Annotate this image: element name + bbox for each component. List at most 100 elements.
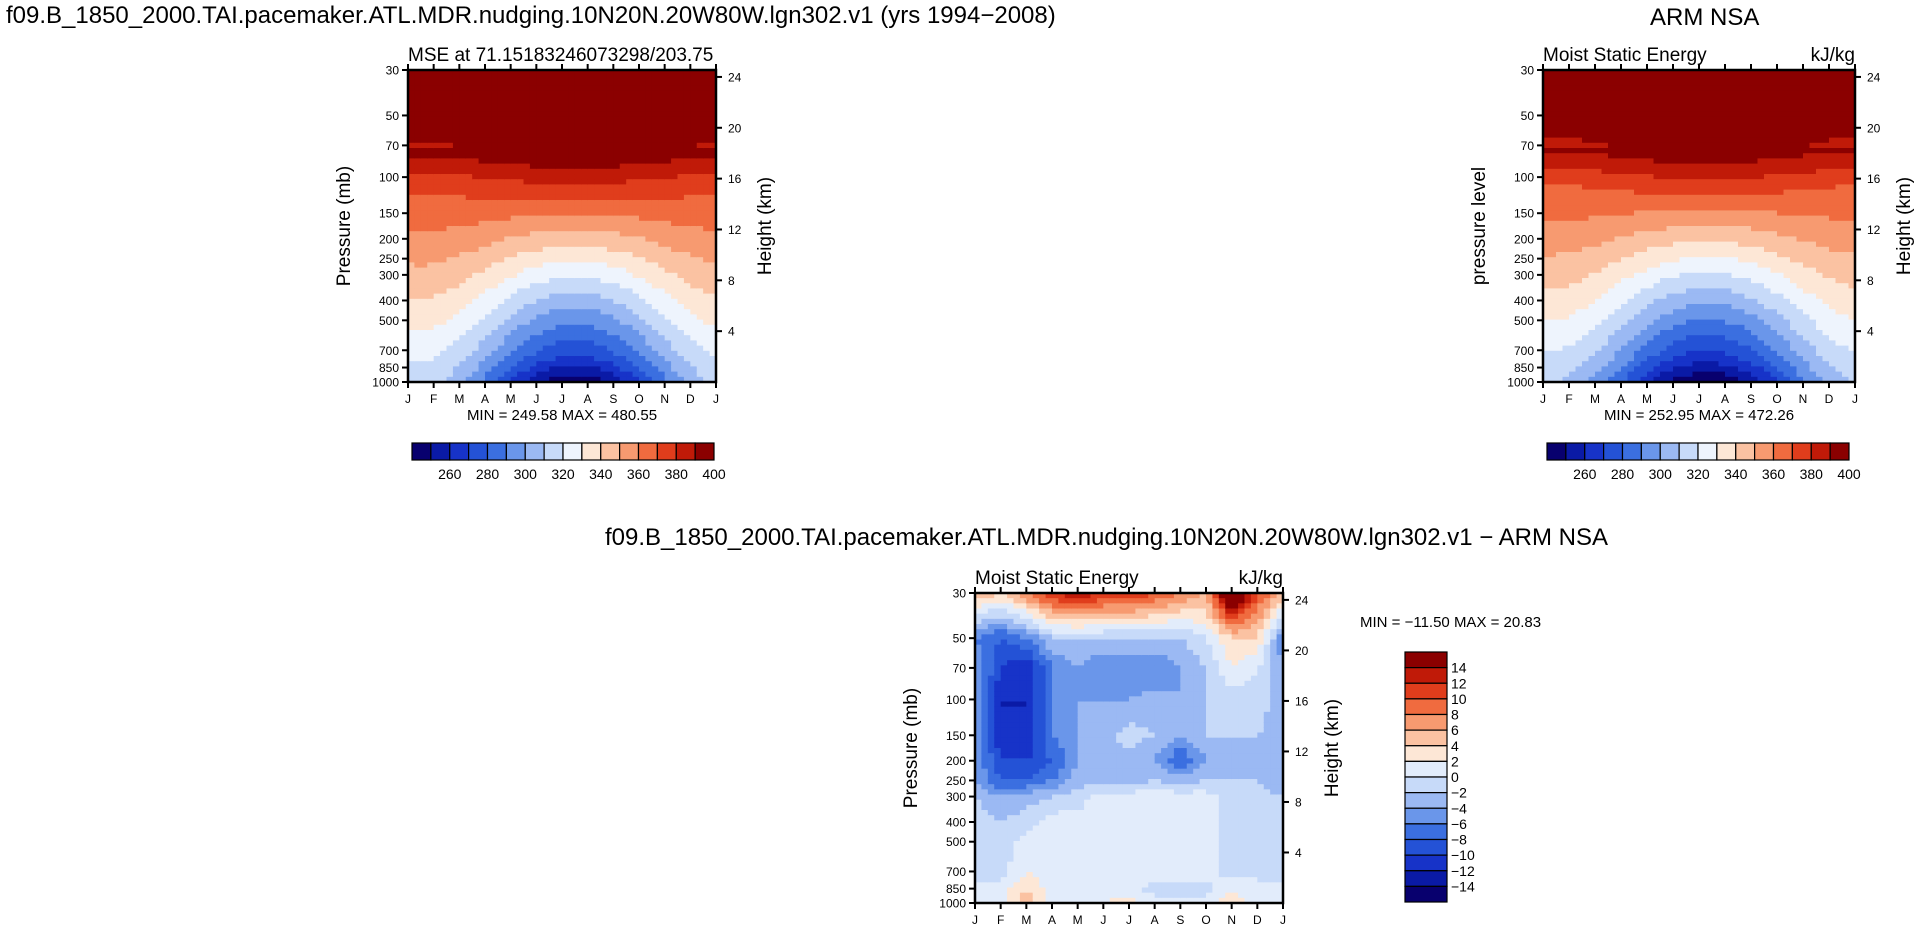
heatmap-cell bbox=[1692, 350, 1700, 357]
heatmap-cell bbox=[1549, 70, 1557, 76]
heatmap-cell bbox=[1608, 210, 1616, 217]
heatmap-cell bbox=[472, 80, 480, 87]
heatmap-cell bbox=[1705, 148, 1713, 154]
heatmap-cell bbox=[1692, 116, 1700, 123]
heatmap-cell bbox=[491, 174, 499, 180]
heatmap-cell bbox=[1744, 330, 1752, 336]
heatmap-cell bbox=[574, 335, 582, 341]
heatmap-cell bbox=[1679, 340, 1687, 347]
heatmap-cell bbox=[427, 298, 435, 305]
heatmap-cell bbox=[1660, 226, 1668, 232]
heatmap-cell bbox=[542, 330, 550, 336]
heatmap-cell bbox=[619, 189, 627, 196]
heatmap-cell bbox=[587, 226, 595, 232]
heatmap-cell bbox=[1640, 215, 1648, 222]
heatmap-cell bbox=[562, 241, 570, 248]
heatmap-cell bbox=[1556, 111, 1564, 118]
heatmap-cell bbox=[632, 189, 640, 196]
heatmap-cell bbox=[1705, 127, 1713, 133]
y-tick-label: 300 bbox=[379, 268, 399, 282]
heatmap-cell bbox=[1614, 215, 1622, 222]
heatmap-cell bbox=[523, 293, 531, 300]
heatmap-cell bbox=[683, 226, 691, 232]
heatmap-cell bbox=[709, 226, 717, 232]
heatmap-cell bbox=[1686, 278, 1694, 284]
heatmap-cell bbox=[664, 205, 672, 211]
heatmap-cell bbox=[1595, 142, 1603, 149]
heatmap-cell bbox=[709, 252, 717, 258]
heatmap-cell bbox=[1653, 330, 1661, 336]
heatmap-cell bbox=[427, 163, 435, 170]
heatmap-cell bbox=[1595, 288, 1603, 295]
heatmap-cell bbox=[1582, 116, 1590, 123]
heatmap-cell bbox=[1718, 335, 1726, 341]
heatmap-cell bbox=[639, 226, 647, 232]
heatmap-cell bbox=[1751, 148, 1759, 154]
heatmap-cell bbox=[1627, 241, 1635, 248]
heatmap-cell bbox=[414, 127, 422, 133]
heatmap-cell bbox=[1588, 132, 1596, 139]
heatmap-cell bbox=[1647, 361, 1655, 367]
heatmap-cell bbox=[1621, 376, 1629, 383]
heatmap-cell bbox=[536, 241, 544, 248]
heatmap-cell bbox=[562, 168, 570, 175]
heatmap-cell bbox=[1595, 132, 1603, 139]
heatmap-cell bbox=[581, 345, 589, 352]
heatmap-cell bbox=[408, 163, 416, 170]
heatmap-cell bbox=[549, 252, 557, 258]
heatmap-cell bbox=[523, 262, 531, 269]
heatmap-cell bbox=[651, 371, 659, 378]
heatmap-cell bbox=[696, 371, 704, 378]
heatmap-cell bbox=[529, 215, 537, 222]
heatmap-cell bbox=[1627, 189, 1635, 196]
heatmap-cell bbox=[1679, 80, 1687, 87]
heatmap-cell bbox=[440, 350, 448, 357]
heatmap-cell bbox=[651, 163, 659, 170]
heatmap-cell bbox=[459, 298, 467, 305]
heatmap-cell bbox=[1686, 142, 1694, 149]
heatmap-cell bbox=[562, 288, 570, 295]
heatmap-cell bbox=[1673, 163, 1681, 170]
heatmap-cell bbox=[645, 153, 653, 159]
heatmap-cell bbox=[504, 174, 512, 180]
heatmap-cell bbox=[1627, 101, 1635, 107]
heatmap-cell bbox=[1634, 356, 1642, 362]
heatmap-cell bbox=[485, 293, 493, 300]
heatmap-cell bbox=[485, 262, 493, 269]
heatmap-cell bbox=[459, 116, 467, 123]
heatmap-cell bbox=[1562, 96, 1570, 102]
heatmap-cell bbox=[1699, 278, 1707, 284]
heatmap-cell bbox=[671, 241, 679, 248]
heatmap-cell bbox=[549, 168, 557, 175]
heatmap-cell bbox=[1686, 340, 1694, 347]
heatmap-cell bbox=[1640, 252, 1648, 258]
heatmap-cell bbox=[1725, 283, 1733, 289]
heatmap-cell bbox=[1543, 252, 1551, 258]
heatmap-cell bbox=[542, 335, 550, 341]
heatmap-cell bbox=[1647, 220, 1655, 227]
heatmap-cell bbox=[465, 257, 473, 263]
heatmap-cell bbox=[465, 174, 473, 180]
heatmap-cell bbox=[1718, 174, 1726, 180]
heatmap-cell bbox=[491, 111, 499, 118]
heatmap-cell bbox=[446, 70, 454, 76]
heatmap-cell bbox=[536, 116, 544, 123]
heatmap-cell bbox=[690, 376, 698, 383]
heatmap-cell bbox=[1588, 127, 1596, 133]
heatmap-cell bbox=[420, 298, 428, 305]
heatmap-cell bbox=[1718, 153, 1726, 159]
heatmap-cell bbox=[536, 272, 544, 279]
heatmap-cell bbox=[523, 330, 531, 336]
heatmap-cell bbox=[529, 366, 537, 373]
heatmap-cell bbox=[1738, 137, 1746, 144]
heatmap-cell bbox=[1595, 96, 1603, 102]
heatmap-cell bbox=[504, 75, 512, 81]
heatmap-cell bbox=[671, 298, 679, 305]
heatmap-cell bbox=[1757, 137, 1765, 144]
heatmap-cell bbox=[1627, 366, 1635, 373]
heatmap-cell bbox=[523, 272, 531, 279]
heatmap-cell bbox=[645, 96, 653, 102]
heatmap-cell bbox=[1634, 319, 1642, 326]
heatmap-cell bbox=[626, 80, 634, 87]
heatmap-cell bbox=[1666, 309, 1674, 315]
